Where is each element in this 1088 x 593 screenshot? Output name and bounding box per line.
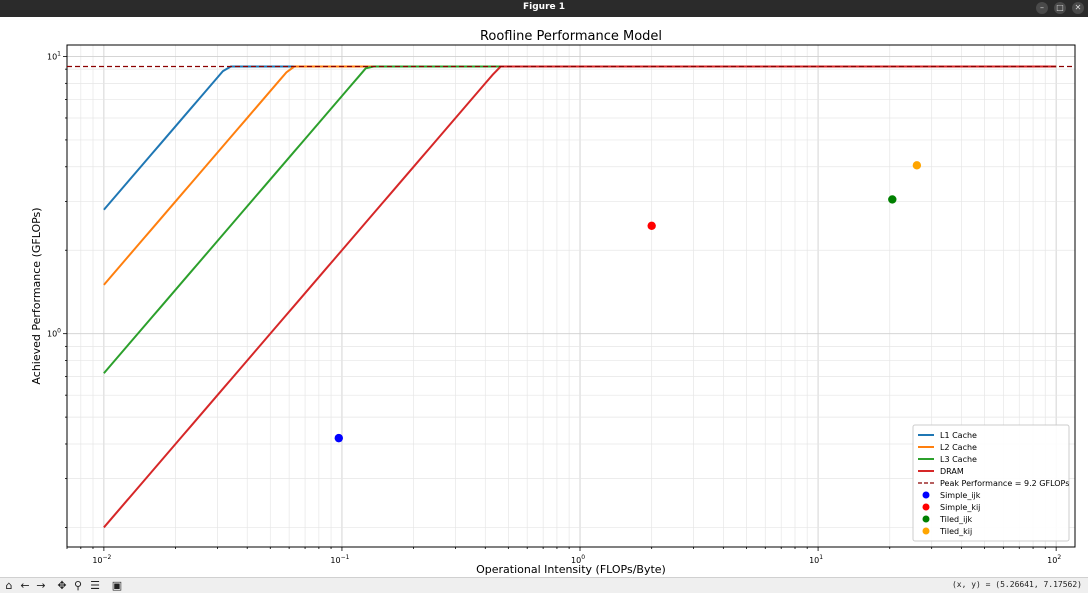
- roofline-chart[interactable]: 10−2 10−1 100 101 102 100 101 Roofline Perform…: [0, 17, 1088, 577]
- legend-label-dram: DRAM: [940, 467, 964, 476]
- legend-label-simple-kij: Simple_kij: [940, 503, 980, 512]
- y-tick-label: 100: [47, 328, 61, 339]
- back-icon[interactable]: ←: [20, 579, 30, 592]
- legend-label-tiled-kij: Tiled_kij: [939, 527, 972, 536]
- point-tiled-kij: [912, 161, 922, 170]
- forward-icon[interactable]: →: [36, 579, 46, 592]
- y-tick-label: 101: [47, 50, 61, 61]
- x-tick-label: 102: [1047, 554, 1061, 565]
- plot-frame: [66, 44, 1076, 548]
- legend-label-tiled-ijk: Tiled_ijk: [939, 515, 973, 524]
- save-icon[interactable]: ▣: [111, 579, 123, 592]
- scatter-points: [334, 161, 922, 443]
- legend-label-peak-performance-9-2-gflops: Peak Performance = 9.2 GFLOPs: [940, 479, 1069, 488]
- legend-box: [912, 424, 1070, 542]
- x-tick-label: 10−1: [330, 554, 349, 565]
- point-simple-ijk: [334, 433, 343, 443]
- cursor-coordinates: (x, y) = (5.26641, 7.17562): [951, 580, 1082, 589]
- zoom-icon[interactable]: ⚲: [73, 579, 83, 592]
- chart-title: Roofline Performance Model: [480, 29, 662, 44]
- home-icon[interactable]: ⌂: [5, 579, 13, 592]
- x-tick-label: 100: [571, 554, 585, 565]
- legend-label-simple-ijk: Simple_ijk: [940, 491, 981, 500]
- minimize-button[interactable]: –: [1036, 2, 1048, 14]
- x-tick-label: 10−2: [92, 554, 111, 565]
- close-button[interactable]: ✕: [1072, 2, 1084, 14]
- legend-swatch-simple-kij: [922, 503, 930, 511]
- configure-icon[interactable]: ☰: [90, 579, 100, 592]
- maximize-button[interactable]: □: [1054, 2, 1066, 14]
- window-titlebar: Figure 1 – □ ✕: [0, 0, 1088, 17]
- legend-label-l1-cache: L1 Cache: [940, 431, 977, 440]
- x-axis-label: Operational Intensity (FLOPs/Byte): [476, 563, 666, 576]
- legend-label-l2-cache: L2 Cache: [940, 443, 977, 452]
- legend-swatch-tiled-kij: [922, 527, 930, 535]
- point-simple-kij: [647, 221, 656, 230]
- toolbar: ⌂ ← → ✥ ⚲ ☰ ▣ (x, y) = (5.26641, 7.17562…: [0, 577, 1088, 593]
- pan-icon[interactable]: ✥: [57, 579, 67, 592]
- point-tiled-ijk: [888, 195, 897, 204]
- legend-swatch-tiled-ijk: [922, 515, 930, 523]
- axis-ticks: 10−2 10−1 100 101 102 100 101: [47, 50, 1061, 565]
- y-axis-label: Achieved Performance (GFLOPs): [30, 207, 43, 384]
- legend-label-l3-cache: L3 Cache: [940, 455, 977, 464]
- series-lines: [67, 65, 1075, 529]
- legend: L1 Cache L2 Cache L3 Cache DRAM Peak Perform…: [912, 424, 1070, 542]
- legend-swatch-simple-ijk: [922, 491, 930, 499]
- x-tick-label: 101: [809, 554, 823, 565]
- window-title: Figure 1: [522, 2, 566, 12]
